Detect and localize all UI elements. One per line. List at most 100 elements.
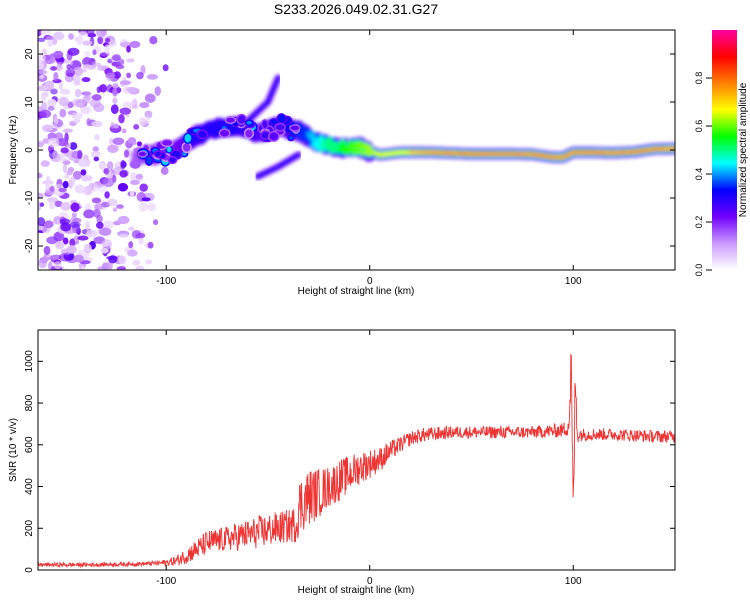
noise-blob [73, 118, 81, 124]
noise-blob [83, 185, 93, 196]
noise-blob [67, 47, 80, 56]
x-tick-label: 100 [565, 276, 582, 287]
x-tick-label: -100 [156, 276, 176, 287]
colorbar-tick-label: 0.2 [694, 216, 704, 229]
noise-blob [69, 238, 76, 248]
noise-blob [119, 80, 132, 85]
noise-blob [139, 101, 150, 109]
noise-blob [58, 81, 63, 90]
spectrogram-ylabel: Frequency (Hz) [8, 116, 19, 185]
noise-blob [80, 169, 87, 176]
noise-blob [38, 172, 43, 179]
noise-blob [83, 243, 92, 254]
noise-blob [59, 108, 67, 118]
ridge-blob [244, 119, 254, 127]
noise-blob [58, 187, 67, 193]
branch-stroke [255, 152, 301, 179]
noise-blob [66, 245, 77, 254]
colorbar-ticks: 0.0 0.2 0.4 0.6 0.8 [694, 72, 712, 276]
noise-blob [145, 259, 153, 265]
ridge-blob [137, 150, 148, 158]
noise-blob [62, 160, 71, 165]
noise-blob [64, 174, 70, 179]
noise-blob [46, 35, 54, 40]
noise-blob [94, 133, 100, 141]
noise-blob [67, 101, 74, 109]
noise-blob [82, 57, 93, 67]
noise-blob [123, 149, 129, 158]
noise-blob [83, 50, 91, 58]
noise-blob [91, 94, 102, 101]
y-tick-label: -10 [24, 190, 35, 205]
y-tick-label: 800 [24, 394, 35, 411]
noise-blob [53, 50, 64, 59]
noise-blob [102, 177, 115, 188]
noise-blob [106, 161, 114, 171]
noise-blob [82, 94, 91, 104]
ridge-blob [196, 129, 209, 140]
noise-blob [136, 141, 142, 147]
noise-blobs [38, 30, 169, 270]
ridge-blob [261, 119, 269, 130]
noise-blob [99, 84, 108, 93]
branch-stroke [245, 76, 281, 124]
noise-blob [86, 30, 95, 36]
noise-blob [98, 160, 107, 171]
noise-blob [47, 105, 55, 111]
noise-blob [96, 221, 104, 229]
noise-blob [147, 202, 157, 212]
noise-blob [102, 220, 115, 229]
noise-blob [82, 40, 93, 46]
ridge-blob [153, 150, 163, 158]
y-tick-label: 200 [24, 519, 35, 536]
noise-blob [39, 74, 45, 80]
noise-blob [59, 153, 66, 163]
noise-blob [43, 245, 51, 255]
noise-blob [41, 124, 53, 132]
noise-blob [126, 86, 138, 93]
noise-blob [92, 49, 97, 56]
noise-blob [131, 98, 138, 109]
noise-blob [55, 240, 65, 250]
noise-blob [152, 219, 159, 226]
noise-blob [108, 137, 114, 145]
noise-blob [120, 161, 127, 168]
noise-blob [53, 231, 65, 242]
noise-blob [118, 255, 127, 265]
noise-blob [162, 64, 169, 72]
noise-blob [107, 144, 119, 154]
noise-blob [100, 247, 109, 254]
noise-blob [91, 61, 97, 70]
noise-blob [86, 118, 91, 127]
ridge-segment [309, 134, 317, 142]
noise-blob [113, 123, 119, 129]
noise-blob [50, 66, 58, 71]
noise-blob [56, 138, 69, 147]
snr-ylabel: SNR (10 * v/v) [8, 418, 19, 482]
noise-blob [97, 185, 108, 193]
snr-xlabel: Height of straight line (km) [298, 585, 415, 596]
noise-blob [139, 183, 148, 192]
noise-blob [69, 176, 76, 187]
noise-blob [38, 217, 46, 227]
noise-blob [139, 117, 146, 126]
noise-blob [91, 120, 103, 128]
noise-blob [147, 241, 154, 249]
colorbar-tick-label: 0.6 [694, 120, 704, 133]
ridge-blob [269, 118, 279, 126]
noise-blob [40, 95, 47, 102]
y-tick-label: 10 [24, 96, 35, 108]
colorbar-tick-label: 0.8 [694, 72, 704, 85]
colorbar-gradient [712, 30, 737, 270]
noise-blob [144, 93, 156, 103]
noise-blob [74, 184, 86, 194]
noise-blob [127, 249, 138, 257]
noise-blob [58, 96, 69, 107]
noise-blob [116, 266, 126, 270]
noise-blob [80, 106, 92, 115]
noise-blob [54, 116, 59, 125]
noise-blob [66, 170, 73, 176]
noise-blob [72, 98, 83, 106]
ridge-blob [181, 141, 192, 154]
ridge-branch-lower [254, 151, 302, 180]
